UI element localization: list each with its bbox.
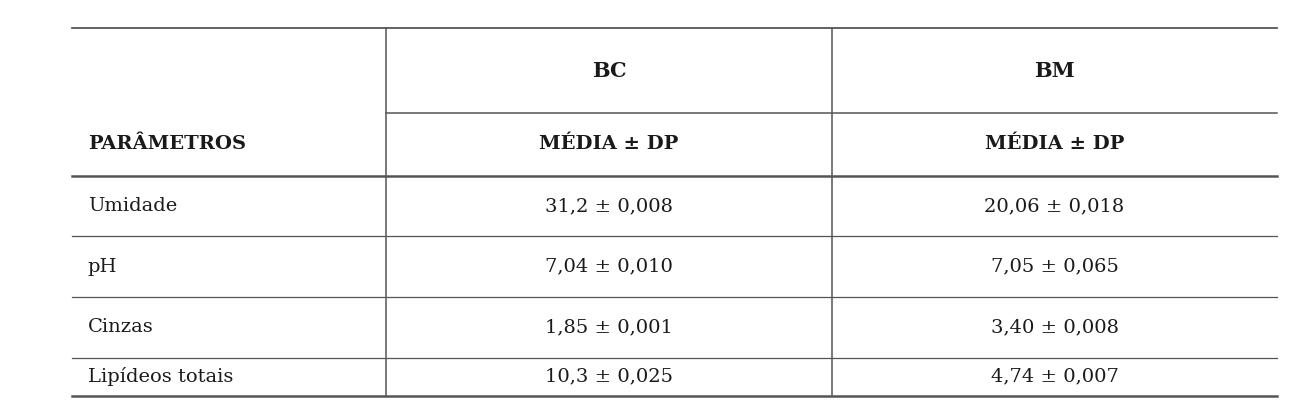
- Text: Lipídeos totais: Lipídeos totais: [88, 367, 233, 386]
- Text: BM: BM: [1034, 61, 1076, 81]
- Text: 1,85 ± 0,001: 1,85 ± 0,001: [545, 318, 673, 336]
- Text: 7,04 ± 0,010: 7,04 ± 0,010: [545, 258, 673, 276]
- Text: 3,40 ± 0,008: 3,40 ± 0,008: [990, 318, 1119, 336]
- Text: BC: BC: [592, 61, 626, 81]
- Text: 4,74 ± 0,007: 4,74 ± 0,007: [990, 368, 1119, 386]
- Text: 20,06 ± 0,018: 20,06 ± 0,018: [984, 197, 1125, 215]
- Text: 7,05 ± 0,065: 7,05 ± 0,065: [990, 258, 1119, 276]
- Text: 31,2 ± 0,008: 31,2 ± 0,008: [545, 197, 673, 215]
- Text: Umidade: Umidade: [88, 197, 177, 215]
- Text: PARÂMETROS: PARÂMETROS: [88, 135, 246, 154]
- Text: MÉDIA ± DP: MÉDIA ± DP: [985, 135, 1124, 154]
- Text: MÉDIA ± DP: MÉDIA ± DP: [540, 135, 679, 154]
- Text: 10,3 ± 0,025: 10,3 ± 0,025: [545, 368, 673, 386]
- Text: Cinzas: Cinzas: [88, 318, 153, 336]
- Text: pH: pH: [88, 258, 118, 276]
